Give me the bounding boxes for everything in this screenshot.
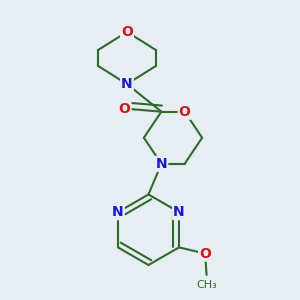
Text: CH₃: CH₃ [196,280,217,290]
Text: O: O [179,105,190,119]
Text: N: N [173,205,185,219]
Text: O: O [199,247,211,260]
Text: N: N [155,157,167,171]
Text: O: O [118,102,130,116]
Text: N: N [121,77,133,91]
Text: O: O [121,25,133,39]
Text: N: N [112,205,124,219]
